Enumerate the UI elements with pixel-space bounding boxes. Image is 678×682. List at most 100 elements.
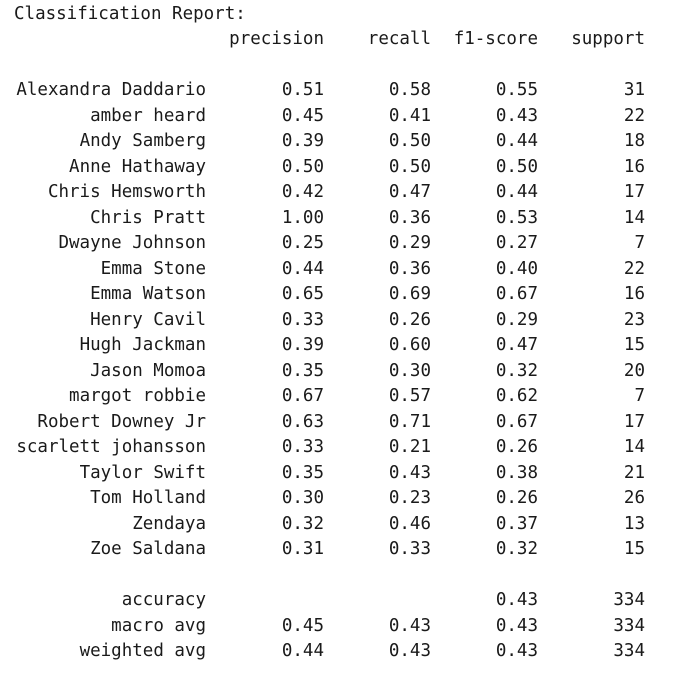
recall-value: 0.43: [388, 641, 431, 661]
precision-value: 0.32: [281, 513, 324, 534]
recall-value: 0.23: [388, 488, 431, 508]
f1-score-value: 0.47: [495, 335, 538, 355]
recall-value: 0.36: [388, 258, 431, 279]
precision-value: 0.65: [281, 284, 324, 304]
class-row: Chris Pratt 1.00 0.36 0.53 14: [14, 206, 664, 232]
precision-value: 0.42: [281, 182, 324, 202]
row-label: Henry Cavil: [90, 309, 206, 330]
f1-score-value: 0.27: [495, 233, 538, 253]
row-label: Jason Momoa: [90, 360, 206, 381]
row-label: Chris Pratt: [90, 207, 206, 228]
recall-value: 0.58: [388, 80, 431, 100]
class-row: Chris Hemsworth 0.42 0.47 0.44 17: [14, 180, 664, 206]
recall-value: 0.69: [388, 284, 431, 304]
row-label: Emma Watson: [90, 284, 206, 304]
header-precision: precision: [229, 29, 324, 49]
recall-value: 0.43: [388, 615, 431, 636]
row-label: amber heard: [90, 105, 206, 126]
class-row: Henry Cavil 0.33 0.26 0.29 23: [14, 308, 664, 334]
class-row: Taylor Swift 0.35 0.43 0.38 21: [14, 461, 664, 487]
f1-score-value: 0.50: [495, 156, 538, 177]
precision-value: 0.35: [281, 462, 324, 483]
row-label: Anne Hathaway: [69, 156, 206, 177]
f1-score-value: 0.43: [495, 641, 538, 661]
f1-score-value: 0.43: [495, 590, 538, 610]
row-label: Zendaya: [132, 513, 206, 534]
class-row: Jason Momoa 0.35 0.30 0.32 20: [14, 359, 664, 385]
class-row: Emma Watson 0.65 0.69 0.67 16: [14, 282, 664, 308]
spacer: [14, 563, 664, 589]
header-f1-score: f1-score: [453, 29, 538, 49]
recall-value: 0.57: [388, 386, 431, 406]
class-row: scarlett johansson 0.33 0.21 0.26 14: [14, 435, 664, 461]
row-label: Chris Hemsworth: [47, 182, 206, 202]
recall-value: 0.29: [388, 233, 431, 253]
header-support: support: [571, 29, 645, 49]
row-label: Taylor Swift: [79, 462, 206, 483]
class-row: Anne Hathaway 0.50 0.50 0.50 16: [14, 155, 664, 181]
class-rows: Alexandra Daddario 0.51 0.58 0.55 31 amber he…: [14, 78, 664, 563]
row-label: Robert Downey Jr: [37, 411, 206, 432]
recall-value: 0.43: [388, 462, 431, 483]
support-value: 15: [623, 335, 645, 355]
row-label: margot robbie: [69, 386, 206, 406]
precision-value: 0.30: [281, 488, 324, 508]
header-recall: recall: [367, 29, 431, 49]
header-row: precision recall f1-score support: [14, 27, 664, 53]
f1-score-value: 0.44: [495, 182, 538, 202]
f1-score-value: 0.37: [495, 513, 538, 534]
precision-value: 0.67: [281, 386, 324, 406]
support-value: 14: [623, 437, 645, 457]
class-row: Hugh Jackman 0.39 0.60 0.47 15: [14, 333, 664, 359]
f1-score-value: 0.67: [495, 411, 538, 432]
precision-value: 0.45: [281, 105, 324, 126]
recall-value: 0.50: [388, 156, 431, 177]
recall-value: 0.71: [388, 411, 431, 432]
f1-score-value: 0.26: [495, 488, 538, 508]
support-value: 14: [623, 207, 645, 228]
summary-rows: accuracy 0.43 334 macro avg 0.45 0.43 0.43 334 w…: [14, 588, 664, 665]
recall-value: 0.50: [388, 131, 431, 151]
row-label: Tom Holland: [90, 488, 206, 508]
support-value: 15: [623, 539, 645, 559]
support-value: 23: [623, 309, 645, 330]
precision-value: 0.33: [281, 437, 324, 457]
summary-row: macro avg 0.45 0.43 0.43 334: [14, 614, 664, 640]
support-value: 22: [623, 105, 645, 126]
f1-score-value: 0.29: [495, 309, 538, 330]
class-row: Dwayne Johnson 0.25 0.29 0.27 7: [14, 231, 664, 257]
row-label: Dwayne Johnson: [58, 233, 206, 253]
row-label: Zoe Saldana: [90, 539, 206, 559]
class-row: Alexandra Daddario 0.51 0.58 0.55 31: [14, 78, 664, 104]
recall-value: 0.36: [388, 207, 431, 228]
precision-value: 0.63: [281, 411, 324, 432]
support-value: 22: [623, 258, 645, 279]
support-value: 20: [623, 360, 645, 381]
precision-value: 0.39: [281, 131, 324, 151]
recall-value: 0.47: [388, 182, 431, 202]
precision-value: 0.45: [281, 615, 324, 636]
support-value: 17: [623, 411, 645, 432]
row-label: weighted avg: [79, 641, 206, 661]
f1-score-value: 0.55: [495, 80, 538, 100]
class-row: Andy Samberg 0.39 0.50 0.44 18: [14, 129, 664, 155]
precision-value: 0.51: [281, 80, 324, 100]
recall-value: 0.41: [388, 105, 431, 126]
summary-row: weighted avg 0.44 0.43 0.43 334: [14, 639, 664, 665]
support-value: 334: [613, 590, 645, 610]
row-label: Alexandra Daddario: [16, 80, 206, 100]
class-row: amber heard 0.45 0.41 0.43 22: [14, 104, 664, 130]
support-value: 26: [623, 488, 645, 508]
support-value: 7: [634, 386, 645, 406]
classification-report: Classification Report: precision recall …: [14, 2, 664, 665]
f1-score-value: 0.62: [495, 386, 538, 406]
f1-score-value: 0.40: [495, 258, 538, 279]
class-row: Zendaya 0.32 0.46 0.37 13: [14, 512, 664, 538]
support-value: 13: [623, 513, 645, 534]
precision-value: 0.50: [281, 156, 324, 177]
summary-row: accuracy 0.43 334: [14, 588, 664, 614]
precision-value: 0.25: [281, 233, 324, 253]
spacer: [14, 53, 664, 79]
recall-value: 0.26: [388, 309, 431, 330]
f1-score-value: 0.67: [495, 284, 538, 304]
